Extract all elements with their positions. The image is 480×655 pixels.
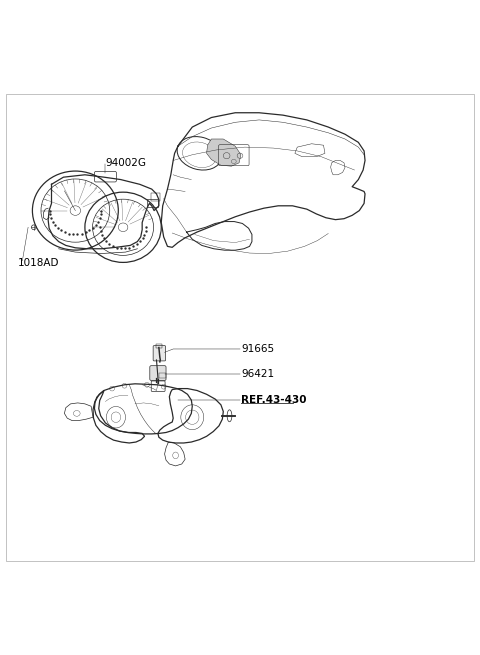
Text: 96421: 96421 — [241, 369, 274, 379]
Text: 91665: 91665 — [241, 344, 274, 354]
Bar — [147, 198, 158, 207]
Bar — [156, 344, 162, 348]
Bar — [151, 193, 160, 201]
Text: REF.43-430: REF.43-430 — [241, 395, 306, 405]
Text: 94002G: 94002G — [106, 158, 146, 168]
Polygon shape — [206, 139, 241, 166]
Text: 1018AD: 1018AD — [18, 258, 60, 268]
FancyBboxPatch shape — [150, 365, 166, 381]
FancyBboxPatch shape — [153, 346, 166, 361]
Bar — [159, 373, 166, 378]
